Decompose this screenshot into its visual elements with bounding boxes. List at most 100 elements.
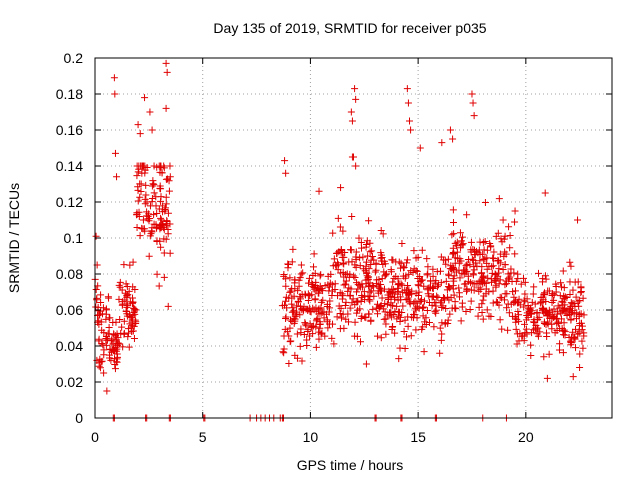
data-point bbox=[358, 293, 366, 301]
data-point bbox=[549, 313, 557, 321]
data-point bbox=[380, 257, 388, 265]
data-point bbox=[351, 261, 359, 269]
data-point bbox=[129, 294, 137, 302]
data-point bbox=[134, 186, 142, 194]
data-point bbox=[355, 234, 363, 242]
data-point bbox=[566, 291, 574, 299]
data-point bbox=[432, 299, 440, 307]
data-point bbox=[424, 270, 432, 278]
data-point bbox=[286, 274, 294, 282]
data-point bbox=[364, 252, 372, 260]
data-point bbox=[330, 340, 338, 348]
data-point bbox=[373, 276, 381, 284]
data-point bbox=[543, 374, 551, 382]
data-point bbox=[576, 296, 584, 304]
data-point bbox=[339, 259, 347, 267]
y-tick-label: 0.2 bbox=[64, 50, 84, 66]
data-point bbox=[387, 299, 395, 307]
data-point bbox=[285, 332, 293, 340]
data-point bbox=[109, 341, 117, 349]
data-point bbox=[391, 329, 399, 337]
data-point bbox=[281, 157, 289, 165]
y-tick-label: 0.14 bbox=[56, 158, 83, 174]
data-point bbox=[491, 270, 499, 278]
data-point bbox=[156, 223, 164, 231]
data-point bbox=[165, 187, 173, 195]
data-point bbox=[302, 320, 310, 328]
data-point bbox=[134, 121, 142, 129]
data-point bbox=[318, 329, 326, 337]
data-point bbox=[119, 343, 127, 351]
data-point bbox=[143, 163, 151, 171]
data-point bbox=[577, 319, 585, 327]
data-point bbox=[354, 281, 362, 289]
data-point bbox=[136, 180, 144, 188]
data-point bbox=[353, 298, 361, 306]
data-point bbox=[395, 308, 403, 316]
data-point bbox=[425, 318, 433, 326]
data-point bbox=[462, 308, 470, 316]
data-point bbox=[405, 270, 413, 278]
data-point bbox=[333, 313, 341, 321]
data-point bbox=[420, 303, 428, 311]
data-point bbox=[521, 290, 529, 298]
data-point bbox=[315, 187, 323, 195]
chart-title: Day 135 of 2019, SRMTID for receiver p03… bbox=[213, 20, 486, 36]
data-point bbox=[527, 304, 535, 312]
data-point bbox=[511, 207, 519, 215]
data-point bbox=[505, 309, 513, 317]
data-point bbox=[344, 310, 352, 318]
data-point bbox=[346, 291, 354, 299]
data-point bbox=[495, 301, 503, 309]
data-point bbox=[110, 74, 118, 82]
data-point bbox=[515, 311, 523, 319]
data-point bbox=[162, 193, 170, 201]
data-point bbox=[139, 216, 147, 224]
data-point bbox=[95, 311, 103, 319]
data-point bbox=[477, 278, 485, 286]
data-point bbox=[419, 323, 427, 331]
data-point bbox=[494, 256, 502, 264]
data-point bbox=[488, 263, 496, 271]
data-point bbox=[387, 293, 395, 301]
data-point bbox=[362, 243, 370, 251]
data-point bbox=[347, 285, 355, 293]
data-point bbox=[559, 349, 567, 357]
data-point bbox=[319, 296, 327, 304]
data-point bbox=[300, 330, 308, 338]
data-point bbox=[118, 286, 126, 294]
data-point bbox=[340, 260, 348, 268]
data-point bbox=[489, 287, 497, 295]
data-point bbox=[414, 253, 422, 261]
data-point bbox=[351, 85, 359, 93]
data-point bbox=[410, 299, 418, 307]
data-point bbox=[450, 272, 458, 280]
data-point bbox=[530, 283, 538, 291]
data-point bbox=[363, 269, 371, 277]
data-point bbox=[506, 244, 514, 252]
data-point bbox=[142, 181, 150, 189]
data-point bbox=[566, 278, 574, 286]
data-point bbox=[133, 223, 141, 231]
y-tick-label: 0.12 bbox=[56, 194, 83, 210]
data-point bbox=[404, 322, 412, 330]
data-point bbox=[450, 265, 458, 273]
data-point bbox=[567, 337, 575, 345]
data-point bbox=[555, 346, 563, 354]
data-point bbox=[297, 270, 305, 278]
data-point bbox=[302, 322, 310, 330]
data-point bbox=[160, 225, 168, 233]
data-point bbox=[366, 248, 374, 256]
data-point bbox=[456, 229, 464, 237]
x-tick-label: 10 bbox=[303, 429, 319, 445]
data-point bbox=[390, 310, 398, 318]
data-point bbox=[361, 313, 369, 321]
data-point bbox=[483, 265, 491, 273]
data-point bbox=[538, 305, 546, 313]
data-point bbox=[304, 290, 312, 298]
data-point bbox=[129, 258, 137, 266]
data-point bbox=[152, 202, 160, 210]
data-point bbox=[535, 269, 543, 277]
data-point bbox=[298, 357, 306, 365]
